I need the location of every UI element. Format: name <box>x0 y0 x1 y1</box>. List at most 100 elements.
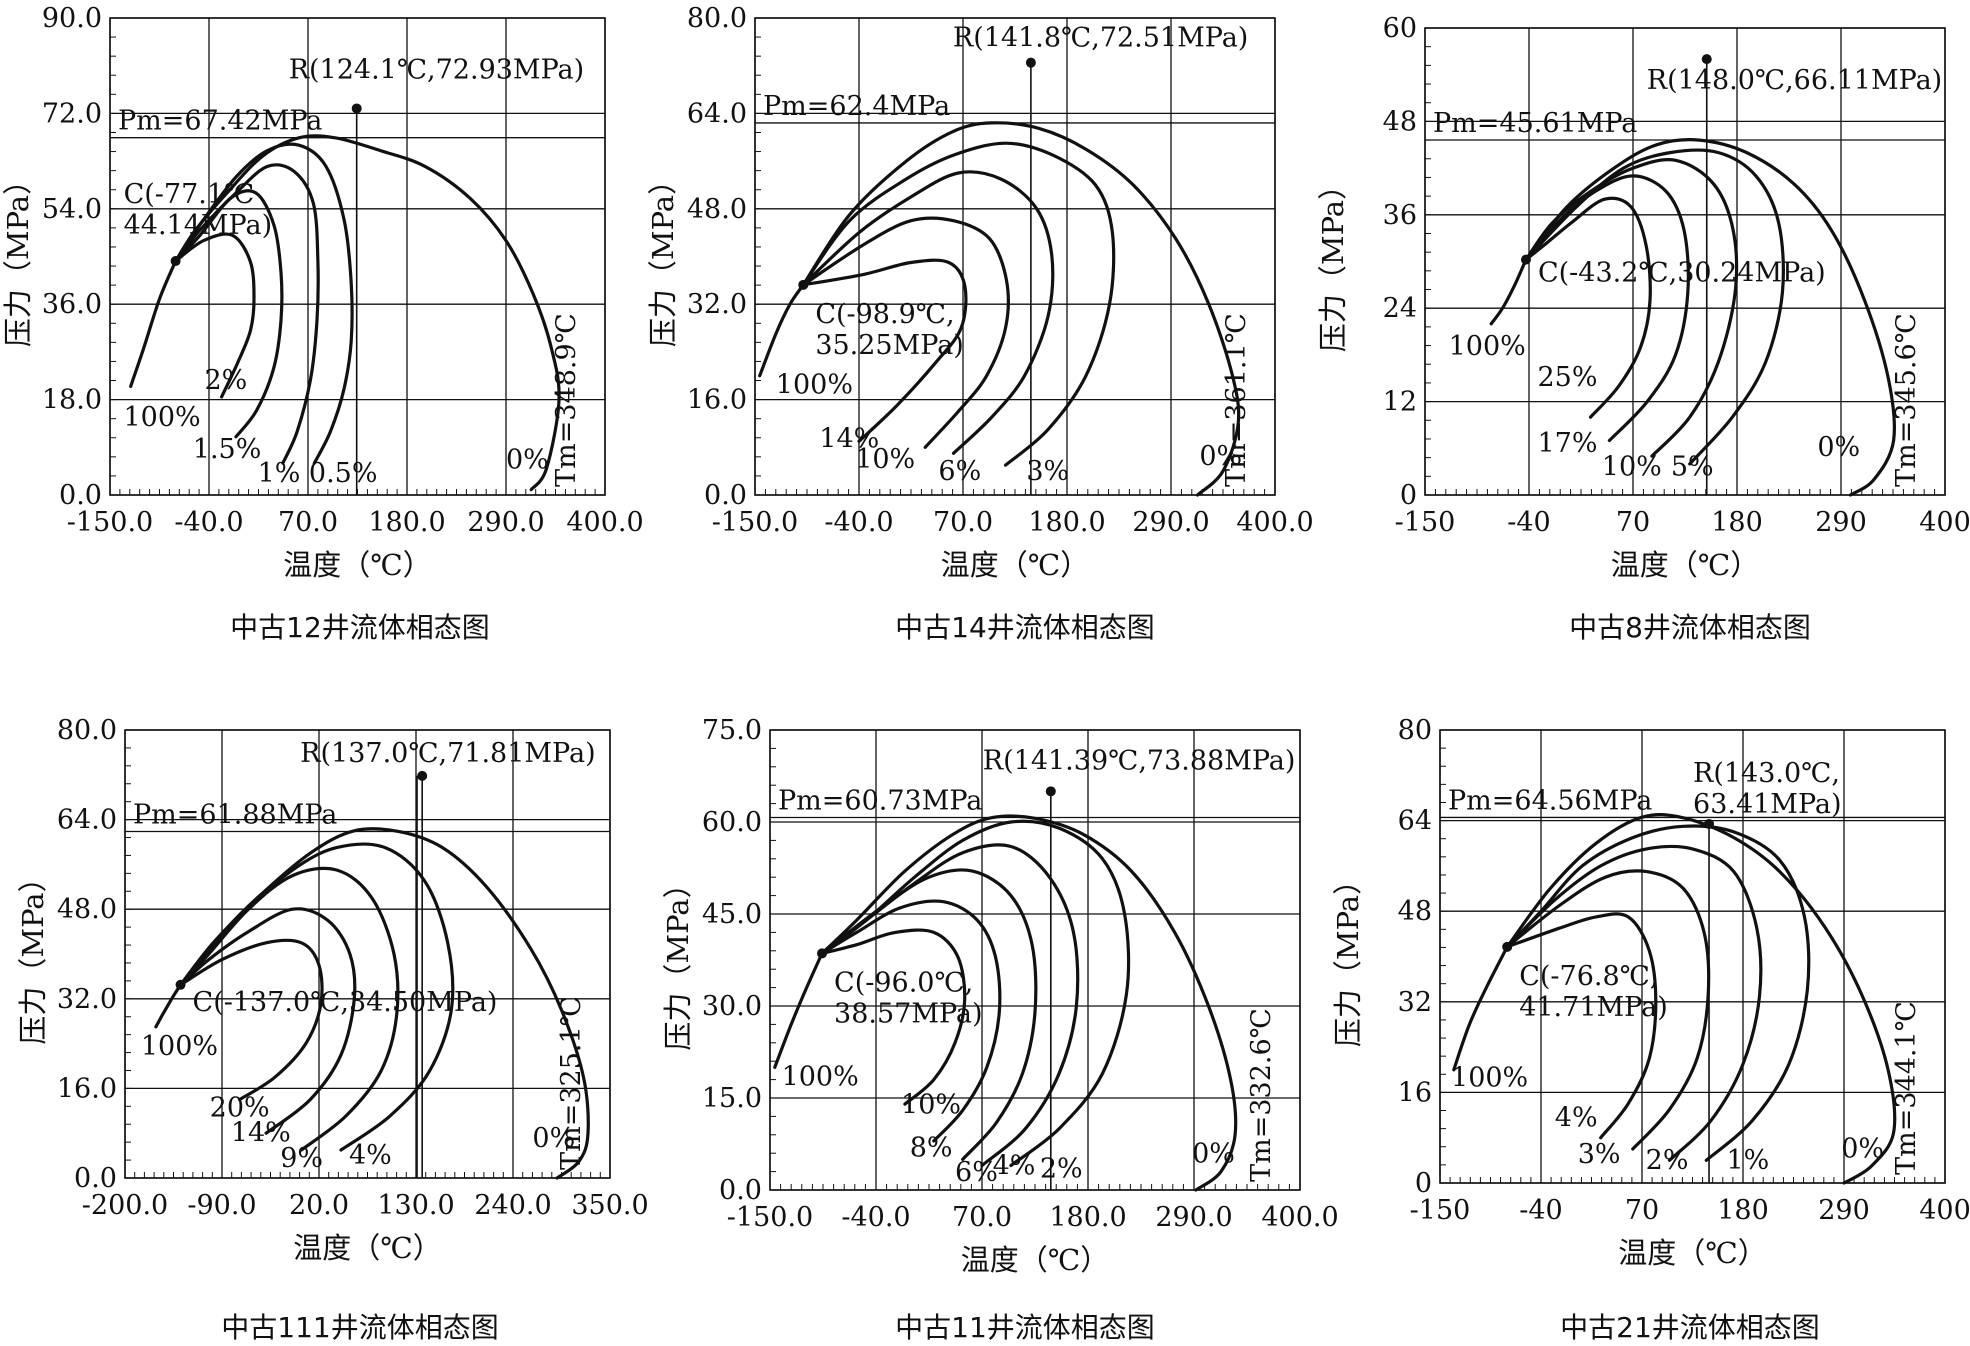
x-axis-label: 温度（℃） <box>1611 548 1759 582</box>
pm-label: Pm=60.73MPa <box>778 786 982 817</box>
phase-curve-100pct <box>773 951 824 1069</box>
phase-curve-0pct <box>1505 813 1897 1185</box>
x-tick-label: -40.0 <box>841 1202 910 1233</box>
reservoir-point-marker <box>351 103 362 114</box>
phase-curve-100pct <box>1452 945 1509 1072</box>
phase-curve-10pct <box>801 216 1010 449</box>
y-tick-label: 0.0 <box>59 480 102 511</box>
reservoir-point-label: R(148.0℃,66.11MPa) <box>1647 65 1942 96</box>
phase-curve-10pct <box>820 928 967 1106</box>
x-tick-label: 290 <box>1818 1195 1870 1226</box>
chart-panel-zhonggu21: -150 -40 70 180 290 400 0 16 32 48 64 80 温度（℃） 压力（MPa… <box>1331 715 1970 1270</box>
reservoir-point-label: R(143.0℃, 63.41MPa) <box>1693 758 1842 820</box>
x-tick-label: 180.0 <box>1028 507 1105 538</box>
curve-label: 6% <box>955 1157 998 1188</box>
x-tick-label: -150 <box>1395 507 1456 538</box>
y-axis-label: 压力（MPa） <box>1331 866 1365 1047</box>
critical-point-marker <box>1520 254 1531 265</box>
reservoir-point-marker <box>1045 786 1056 797</box>
curve-label: 10% <box>901 1089 961 1120</box>
x-tick-label: 70.0 <box>933 507 993 538</box>
curve-label: 100% <box>141 1031 218 1062</box>
chart-panel-zhonggu8: -150 -40 70 180 290 400 0 12 24 36 48 60 温度（℃） 压力（MPa… <box>1316 13 1970 582</box>
y-tick-label: 24 <box>1383 293 1417 324</box>
chart-panel-zhonggu11: -150.0 -40.0 70.0 180.0 290.0 400.0 0.0 15.0 30.… <box>661 715 1339 1277</box>
x-tick-label: 400.0 <box>1236 507 1313 538</box>
curve-label: 6% <box>938 456 981 487</box>
y-tick-label: 12 <box>1383 387 1417 418</box>
phase-curve-10pct <box>1524 158 1739 458</box>
y-tick-label: 16.0 <box>57 1073 117 1104</box>
critical-point-label: C(-137.0℃,34.50MPa) <box>193 987 498 1018</box>
chart-panel-zhonggu12: -150.0 -40.0 70.0 180.0 290.0 400.0 0.0 18.0 36.… <box>1 3 644 582</box>
x-axis-label: 温度（℃） <box>961 1243 1109 1277</box>
chart-title-zhonggu111: 中古111井流体相态图 <box>221 1311 499 1344</box>
curve-label: 25% <box>1538 362 1598 393</box>
curve-label: 0% <box>1192 1138 1235 1169</box>
y-axis-label: 压力（MPa） <box>1 166 35 347</box>
x-tick-label: 240.0 <box>474 1190 551 1221</box>
x-tick-label: -40.0 <box>824 507 893 538</box>
phase-curve-0pct <box>1524 138 1897 497</box>
y-tick-label: 32 <box>1398 987 1432 1018</box>
curve-label: 20% <box>210 1092 270 1123</box>
x-tick-label: 400 <box>1919 507 1970 538</box>
phase-curve-5pct <box>1524 148 1785 466</box>
phase-curve-0pct <box>174 134 561 492</box>
curve-label: 8% <box>910 1132 953 1163</box>
x-tick-label: 290.0 <box>467 507 544 538</box>
tm-label: Tm=344.1℃ <box>1891 1001 1922 1175</box>
curve-label: 4% <box>993 1151 1036 1182</box>
chart-title-zhonggu12: 中古12井流体相态图 <box>230 611 490 644</box>
curve-label: 100% <box>776 370 853 401</box>
curve-label: 17% <box>1538 428 1598 459</box>
x-tick-label: 400.0 <box>1261 1202 1338 1233</box>
curve-label: 0% <box>532 1123 575 1154</box>
y-tick-label: 36.0 <box>42 289 102 320</box>
curve-label: 1.5% <box>193 434 262 465</box>
chart-title-zhonggu11: 中古11井流体相态图 <box>895 1311 1155 1344</box>
critical-point-label: C(-77.1℃ 44.14MPa) <box>124 179 273 241</box>
y-axis-label: 压力（MPa） <box>661 869 695 1050</box>
x-tick-label: 180 <box>1711 507 1763 538</box>
curve-label: 1% <box>1726 1145 1769 1176</box>
phase-curve-8pct <box>820 899 1002 1143</box>
pm-label: Pm=62.4MPa <box>763 91 950 122</box>
phase-curve-3pct <box>1505 869 1711 1151</box>
chart-panel-zhonggu111: -200.0 -90.0 20.0 130.0 240.0 350.0 0.0 16.0 32.… <box>16 715 649 1265</box>
critical-point-marker <box>170 256 181 267</box>
reservoir-point-marker <box>1025 57 1036 68</box>
curve-label: 100% <box>1451 1063 1528 1094</box>
x-tick-label: -40 <box>1507 507 1550 538</box>
y-tick-label: 64.0 <box>687 98 747 129</box>
reservoir-point-marker <box>1704 818 1715 829</box>
y-tick-label: 48.0 <box>687 194 747 225</box>
phase-curve-1pct <box>1505 824 1811 1162</box>
curve-label: 2% <box>1646 1145 1689 1176</box>
phase-curve-0pct <box>801 121 1241 497</box>
phase-curve-14pct <box>801 258 968 443</box>
y-tick-label: 45.0 <box>702 899 762 930</box>
critical-point-marker <box>817 948 828 959</box>
phase-curve-2pct <box>174 232 256 399</box>
y-tick-label: 15.0 <box>702 1083 762 1114</box>
phase-curve-0pct <box>820 814 1238 1192</box>
x-tick-label: 130.0 <box>377 1190 454 1221</box>
pm-label: Pm=61.88MPa <box>133 799 337 830</box>
y-axis-label: 压力（MPa） <box>1316 171 1350 352</box>
curve-label: 100% <box>782 1062 859 1093</box>
y-tick-label: 32.0 <box>687 289 747 320</box>
chart-title-zhonggu14: 中古14井流体相态图 <box>895 611 1155 644</box>
plot-frame <box>124 729 611 1179</box>
curve-label: 4% <box>1555 1102 1598 1133</box>
critical-point-label: C(-43.2℃,30.24MPa) <box>1538 258 1826 289</box>
curve-label: 4% <box>349 1140 392 1171</box>
y-tick-label: 0 <box>1400 480 1417 511</box>
reservoir-point-marker <box>1701 54 1712 65</box>
x-tick-label: 70 <box>1616 507 1650 538</box>
tm-label: Tm=332.6℃ <box>1246 1008 1277 1182</box>
tm-label: Tm=361.1℃ <box>1221 313 1252 487</box>
curve-label: 10% <box>1602 452 1662 483</box>
x-tick-label: -40 <box>1519 1195 1562 1226</box>
critical-point-label: C(-76.8℃, 41.71MPa) <box>1519 961 1668 1023</box>
